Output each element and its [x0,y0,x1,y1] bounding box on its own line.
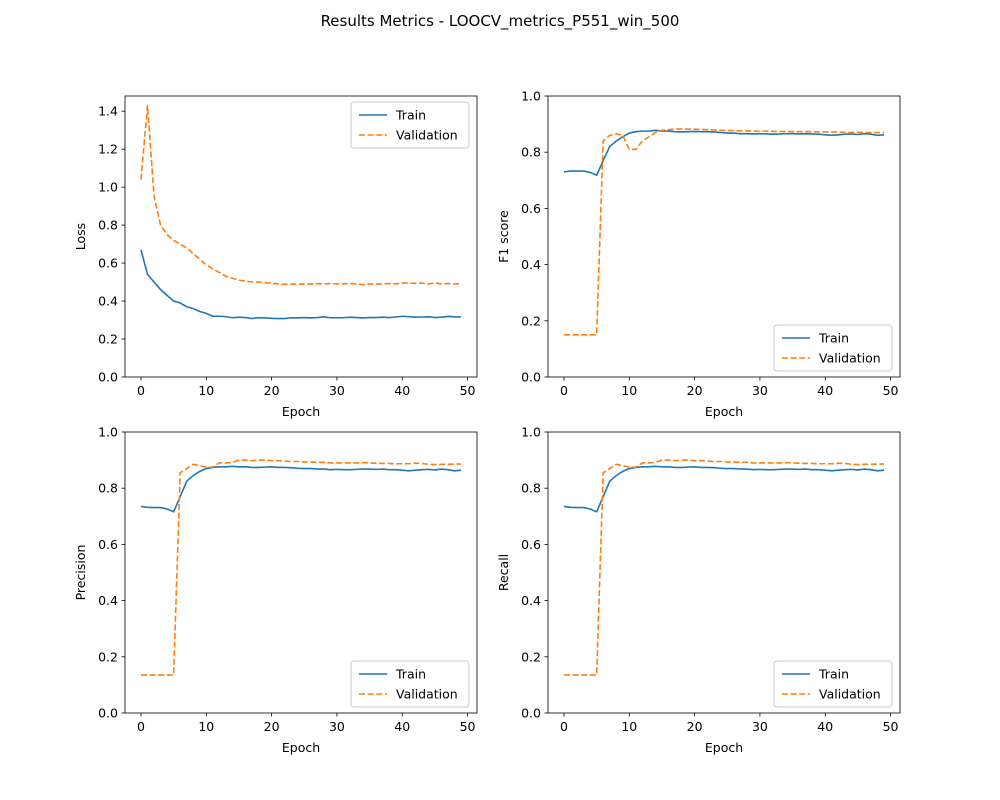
x-tick-label: 40 [817,719,833,734]
x-tick-label: 10 [198,719,214,734]
x-tick-label: 50 [883,383,899,398]
axes-frame [124,95,478,378]
y-tick-label: 0.8 [521,481,541,496]
subplot-f1-score: 0 10 20 30 40 50 0.0 0.2 0.4 0.6 0.8 1.0 Epoch F1 sco… [496,89,901,419]
y-tick-label: 0.0 [521,370,541,385]
legend: Train Validation [773,324,893,372]
y-axis-label: Recall [496,554,511,591]
axes-frame [547,431,901,714]
y-tick-label: 0.8 [98,481,118,496]
axes-frame [547,95,901,378]
x-tick-label: 40 [394,383,410,398]
y-tick-label: 0.6 [521,201,541,216]
x-tick-label: 0 [137,719,145,734]
y-tick-label: 0.4 [521,593,541,608]
x-tick-label: 10 [621,719,637,734]
figure-title: Results Metrics - LOOCV_metrics_P551_win… [320,12,680,30]
y-tick-label: 1.2 [98,142,118,157]
y-tick-label: 1.0 [98,180,118,195]
y-tick-label: 0.8 [98,218,118,233]
y-axis-label: F1 score [496,210,511,263]
legend: Train Validation [350,101,470,149]
y-tick-label: 0.6 [98,537,118,552]
x-tick-label: 30 [752,719,768,734]
x-tick-label: 20 [687,719,703,734]
series-line-train [140,465,462,513]
y-axis-label: Precision [73,545,88,601]
legend: Train Validation [773,660,893,708]
x-tick-label: 0 [137,383,145,398]
x-tick-label: 20 [264,383,280,398]
y-tick-label: 1.0 [521,425,541,440]
x-tick-label: 30 [329,383,345,398]
subplot-recall: 0 10 20 30 40 50 0.0 0.2 0.4 0.6 0.8 1.0 Epoch Recall… [496,425,901,755]
subplot-precision: 0 10 20 30 40 50 0.0 0.2 0.4 0.6 0.8 1.0 Epoch Precis… [73,425,478,755]
legend-box [773,660,893,708]
legend-label-train: Train [818,331,849,346]
y-tick-label: 0.4 [98,294,118,309]
y-tick-label: 0.2 [521,649,541,664]
legend-label-train: Train [395,108,426,123]
y-tick-label: 0.4 [98,593,118,608]
x-tick-label: 40 [394,719,410,734]
x-tick-label: 10 [198,383,214,398]
series-line-validation [564,459,884,676]
x-axis-label: Epoch [705,404,743,419]
y-tick-label: 0.4 [521,257,541,272]
y-tick-label: 0.6 [98,256,118,271]
y-axis-label: Loss [73,223,88,250]
axes-frame [124,431,478,714]
y-tick-label: 0.2 [521,313,541,328]
x-axis-label: Epoch [282,740,320,755]
x-tick-label: 0 [560,383,568,398]
legend-label-train: Train [818,667,849,682]
series-line-train [140,249,462,320]
x-axis-label: Epoch [282,404,320,419]
x-tick-label: 0 [560,719,568,734]
x-tick-label: 30 [752,383,768,398]
x-tick-label: 50 [460,383,476,398]
x-tick-label: 20 [687,383,703,398]
y-tick-label: 0.8 [521,145,541,160]
legend-box [350,660,470,708]
y-tick-label: 1.0 [98,425,118,440]
y-tick-label: 0.2 [98,332,118,347]
x-tick-label: 50 [460,719,476,734]
y-tick-label: 0.0 [521,706,541,721]
subplot-loss: 0 10 20 30 40 50 0.0 0.2 0.4 0.6 0.8 1.0 1.2 1.4 Epoch… [73,95,478,419]
x-tick-label: 30 [329,719,345,734]
legend-label-validation: Validation [819,351,881,366]
y-tick-label: 0.0 [98,370,118,385]
x-axis-label: Epoch [705,740,743,755]
legend: Train Validation [350,660,470,708]
x-tick-label: 10 [621,383,637,398]
legend-box [350,101,470,149]
y-tick-label: 1.0 [521,89,541,104]
legend-label-train: Train [395,667,426,682]
legend-label-validation: Validation [819,687,881,702]
y-tick-label: 0.6 [521,537,541,552]
x-tick-label: 50 [883,719,899,734]
x-tick-label: 20 [264,719,280,734]
y-tick-label: 1.4 [98,104,118,119]
x-tick-label: 40 [817,383,833,398]
legend-label-validation: Validation [396,128,458,143]
series-line-train [563,129,885,177]
y-tick-label: 0.0 [98,706,118,721]
series-line-validation [564,128,884,336]
series-line-train [563,465,885,513]
legend-box [773,324,893,372]
y-tick-label: 0.2 [98,649,118,664]
legend-label-validation: Validation [396,687,458,702]
series-line-validation [140,104,462,286]
series-line-validation [141,459,461,676]
